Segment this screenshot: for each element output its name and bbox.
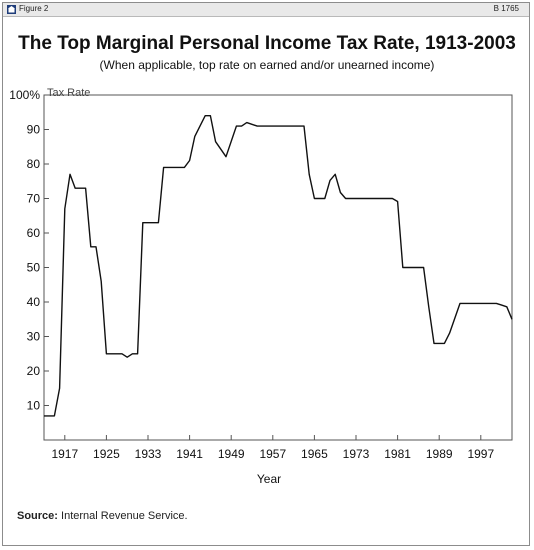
- x-tick-label: 1925: [93, 447, 120, 461]
- x-axis-title: Year: [256, 472, 282, 486]
- y-axis-title: Tax Rate: [47, 87, 90, 99]
- chart-title: The Top Marginal Personal Income Tax Rat…: [18, 33, 516, 54]
- x-tick-label: 1989: [426, 447, 453, 461]
- x-tick-label: 1933: [135, 447, 162, 461]
- source-text: Internal Revenue Service.: [61, 510, 188, 522]
- source-note: Source: Internal Revenue Service.: [17, 510, 188, 522]
- x-tick-label: 1941: [176, 447, 203, 461]
- source-label: Source:: [17, 510, 58, 522]
- y-tick-label: 70: [27, 192, 41, 206]
- x-tick-label: 1973: [343, 447, 370, 461]
- capitol-icon: [7, 5, 16, 14]
- y-tick-label: 60: [27, 226, 41, 240]
- figure-frame: Figure 2 B 1765: [2, 2, 530, 546]
- y-tick-label: 10: [27, 399, 41, 413]
- series-line: [44, 114, 513, 417]
- x-tick-label: 1957: [259, 447, 286, 461]
- x-tick-label: 1965: [301, 447, 328, 461]
- x-tick-label: 1981: [384, 447, 411, 461]
- y-tick-label: 30: [27, 330, 41, 344]
- figure-label: Figure 2: [19, 4, 49, 13]
- x-tick-label: 1949: [218, 447, 245, 461]
- chart-subtitle: (When applicable, top rate on earned and…: [99, 58, 435, 72]
- plot-area-border: [43, 94, 513, 441]
- x-tick-label: 1917: [51, 447, 78, 461]
- y-tick-label: 50: [27, 261, 41, 275]
- y-tick-label: 90: [27, 123, 41, 137]
- y-tick-label: 40: [27, 295, 41, 309]
- x-tick-label: 1997: [467, 447, 494, 461]
- y-tick-label: 80: [27, 157, 41, 171]
- y-tick-label: 100%: [9, 88, 40, 102]
- figure-header-bar: Figure 2 B 1765: [3, 3, 529, 17]
- figure-code: B 1765: [493, 4, 519, 13]
- y-tick-label: 20: [27, 364, 41, 378]
